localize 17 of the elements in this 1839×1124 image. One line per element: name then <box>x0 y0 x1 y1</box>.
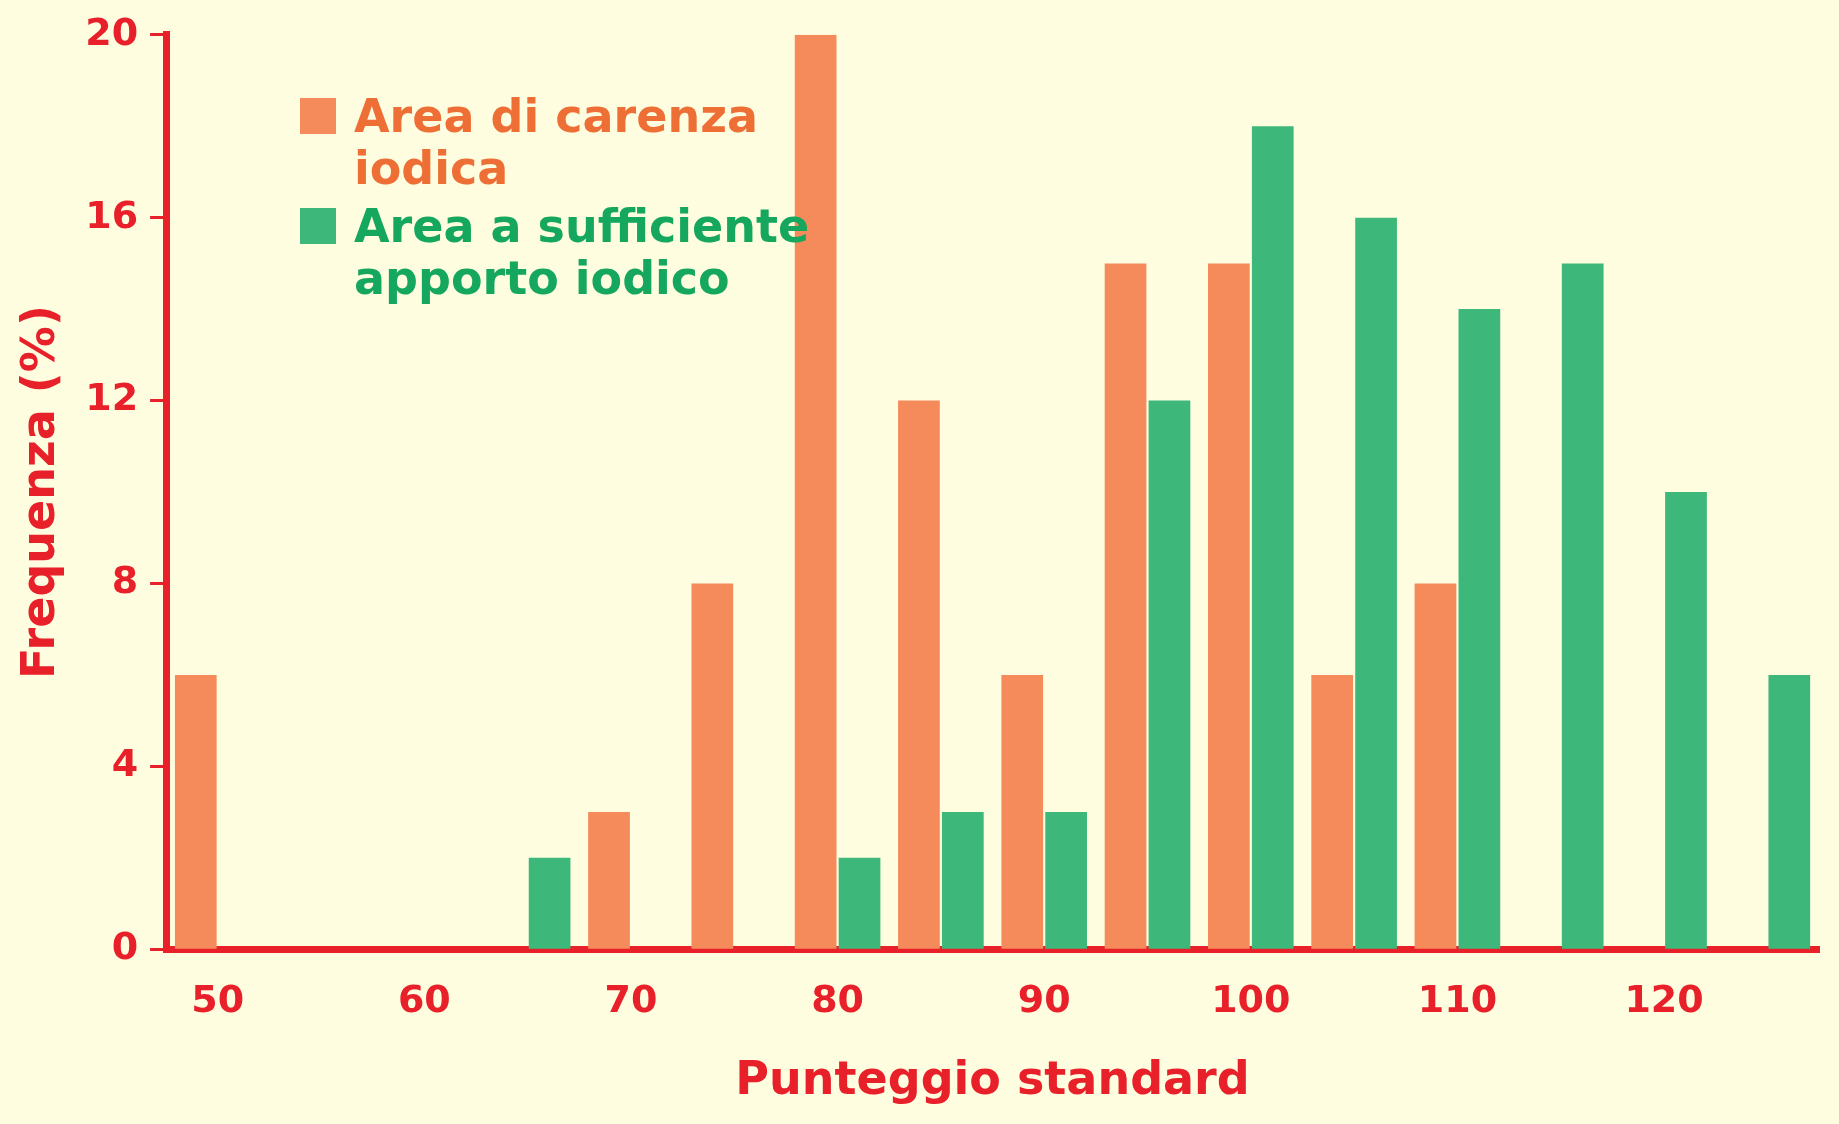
y-tick-label: 20 <box>85 9 139 54</box>
x-tick-label: 50 <box>191 976 245 1021</box>
x-tick-label: 60 <box>397 976 451 1021</box>
x-tick-label: 120 <box>1624 976 1704 1021</box>
y-tick-label: 12 <box>85 375 139 420</box>
legend-label: Area di carenza iodica <box>354 89 759 195</box>
x-tick-label: 90 <box>1017 976 1071 1021</box>
y-tick-label: 16 <box>85 192 139 237</box>
x-tick-label: 100 <box>1211 976 1291 1021</box>
y-tick-label: 8 <box>111 558 139 603</box>
x-axis-title: Punteggio standard <box>735 1051 1250 1106</box>
y-tick-label: 0 <box>111 924 139 969</box>
x-tick-label: 80 <box>811 976 865 1021</box>
x-tick-label: 70 <box>604 976 658 1021</box>
x-tick-label: 110 <box>1417 976 1498 1021</box>
y-axis-title: Frequenza (%) <box>10 305 65 679</box>
y-tick-label: 4 <box>111 741 139 786</box>
